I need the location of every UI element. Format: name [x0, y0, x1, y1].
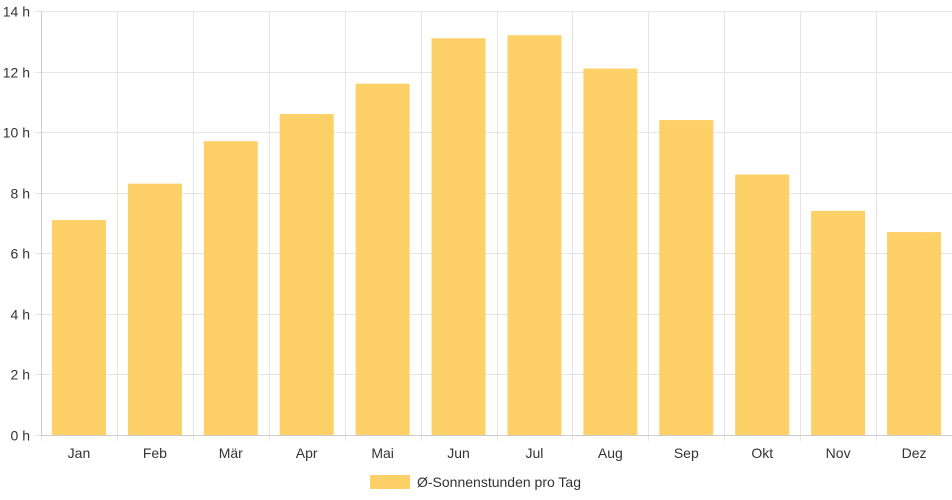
y-tick-label: 2 h: [11, 367, 30, 383]
y-tick-label: 10 h: [3, 125, 30, 141]
x-tick-label: Jul: [526, 445, 544, 461]
bar-aug[interactable]: [583, 68, 638, 435]
y-tick-label: 12 h: [3, 65, 30, 81]
x-tick-label: Nov: [826, 445, 851, 461]
axes: [41, 11, 952, 436]
legend[interactable]: Ø-Sonnenstunden pro Tag: [370, 474, 581, 490]
x-tick-label: Sep: [674, 445, 699, 461]
y-tick-labels: 0 h 2 h 4 h 6 h 8 h 10 h 12 h 14 h: [3, 4, 30, 444]
bar-mai[interactable]: [355, 83, 410, 435]
bar-nov[interactable]: [811, 210, 866, 435]
bars: [51, 35, 942, 436]
y-tick-label: 14 h: [3, 4, 30, 20]
y-tick-label: 4 h: [11, 307, 30, 323]
bar-feb[interactable]: [127, 183, 182, 435]
bar-apr[interactable]: [279, 113, 334, 435]
legend-swatch[interactable]: [370, 475, 410, 489]
x-tick-label: Jun: [447, 445, 470, 461]
grid-lines: [35, 11, 952, 441]
x-tick-label: Apr: [296, 445, 318, 461]
bar-jun[interactable]: [431, 38, 486, 435]
y-tick-label: 0 h: [11, 428, 30, 444]
x-tick-label: Dez: [902, 445, 927, 461]
y-tick-label: 6 h: [11, 246, 30, 262]
bar-dez[interactable]: [887, 232, 942, 435]
x-tick-label: Okt: [751, 445, 773, 461]
x-tick-label: Aug: [598, 445, 623, 461]
y-tick-label: 8 h: [11, 186, 30, 202]
bar-jan[interactable]: [51, 219, 106, 435]
x-tick-labels: Jan Feb Mär Apr Mai Jun Jul Aug Sep Okt Nov Dez: [68, 445, 927, 461]
bar-sep[interactable]: [659, 120, 714, 435]
x-tick-label: Jan: [68, 445, 91, 461]
x-tick-label: Mai: [371, 445, 394, 461]
bar-okt[interactable]: [735, 174, 790, 436]
legend-label[interactable]: Ø-Sonnenstunden pro Tag: [417, 474, 581, 490]
bar-mär[interactable]: [203, 141, 258, 436]
x-tick-label: Mär: [219, 445, 243, 461]
bar-jul[interactable]: [507, 35, 562, 435]
x-tick-label: Feb: [143, 445, 167, 461]
